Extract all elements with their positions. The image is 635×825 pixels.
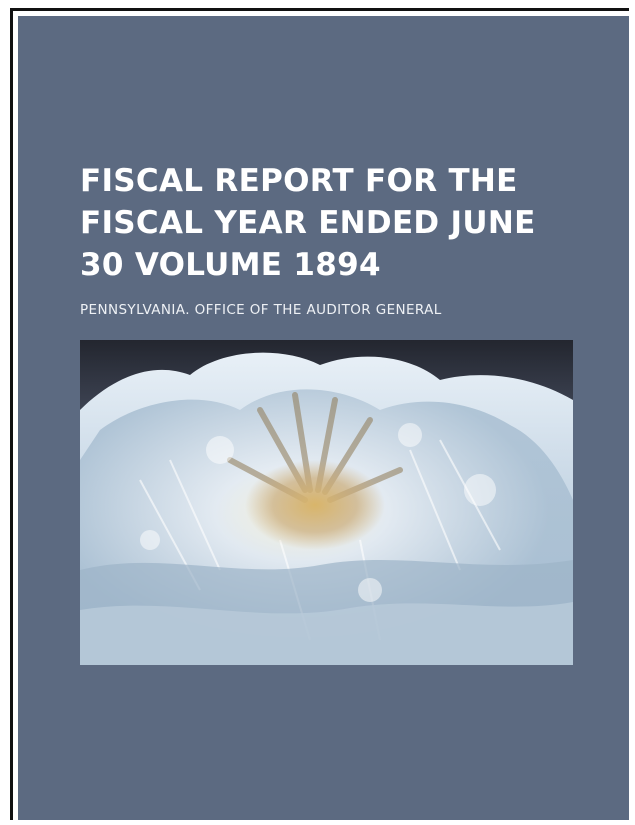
- cover-border-top: [10, 8, 629, 11]
- cover-border-left: [10, 8, 13, 820]
- title-line-2: FISCAL YEAR ENDED JUNE: [80, 205, 536, 241]
- book-author: PENNSYLVANIA. OFFICE OF THE AUDITOR GENE…: [80, 302, 442, 318]
- crystal-mineral-photo-icon: [80, 340, 573, 665]
- cover-photo: [80, 340, 573, 665]
- book-title: FISCAL REPORT FOR THE FISCAL YEAR ENDED …: [80, 160, 580, 286]
- title-line-1: FISCAL REPORT FOR THE: [80, 163, 518, 199]
- title-line-3: 30 VOLUME 1894: [80, 247, 381, 283]
